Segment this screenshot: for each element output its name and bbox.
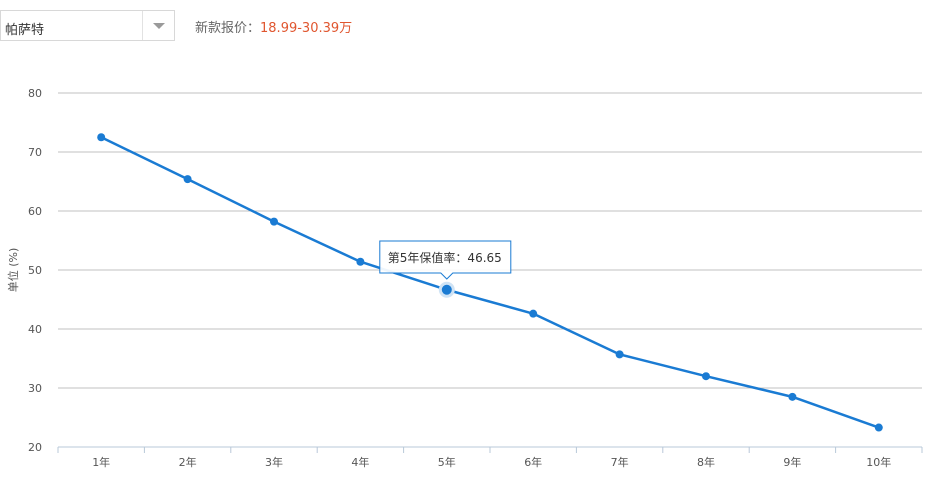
model-select[interactable]: 帕萨特 <box>0 10 175 41</box>
y-tick-label: 50 <box>28 264 42 277</box>
data-point <box>441 284 452 295</box>
y-tick-label: 30 <box>28 382 42 395</box>
x-tick-label: 6年 <box>524 455 542 469</box>
y-tick-label: 60 <box>28 205 42 218</box>
tooltip: 第5年保值率：46.65 <box>379 240 512 280</box>
y-tick-label: 70 <box>28 146 42 159</box>
x-tick-label: 3年 <box>265 455 283 469</box>
price-value: 18.99-30.39万 <box>260 21 353 36</box>
x-tick-label: 7年 <box>611 455 629 469</box>
chevron-down-icon <box>153 23 165 29</box>
tooltip-box <box>379 240 512 280</box>
y-axis-label: 单位 (%) <box>6 248 20 293</box>
data-point <box>270 217 278 226</box>
data-point <box>356 257 365 266</box>
y-tick-label: 40 <box>28 323 42 336</box>
data-point <box>183 175 192 184</box>
model-select-value: 帕萨特 <box>5 23 45 38</box>
x-tick-label: 10年 <box>866 455 891 469</box>
x-tick-label: 9年 <box>783 455 801 469</box>
data-point <box>615 350 624 359</box>
y-tick-label: 20 <box>28 441 42 454</box>
tooltip-text: 第5年保值率：46.65 <box>388 250 502 265</box>
series-line <box>100 136 880 429</box>
x-tick-label: 8年 <box>697 455 715 469</box>
y-tick-label: 80 <box>28 87 42 100</box>
x-tick-label: 4年 <box>351 455 369 469</box>
x-tick-label: 2年 <box>179 455 197 469</box>
data-point <box>97 133 106 142</box>
price-info: 新款报价：18.99-30.39万 <box>195 17 352 36</box>
model-select-dropdown-button[interactable] <box>142 11 174 40</box>
data-point <box>529 309 538 318</box>
x-tick-label: 5年 <box>438 455 456 469</box>
axis-layer: 20 30 40 50 60 70 80 1年 2年 3年 4年 5年 6年 7年 8年 9年 10年 <box>28 87 923 469</box>
price-label: 新款报价： <box>195 21 261 36</box>
data-point <box>702 372 710 381</box>
x-tick-label: 1年 <box>92 455 110 469</box>
series-layer <box>97 133 883 432</box>
data-point <box>874 423 883 432</box>
data-point <box>788 392 797 401</box>
